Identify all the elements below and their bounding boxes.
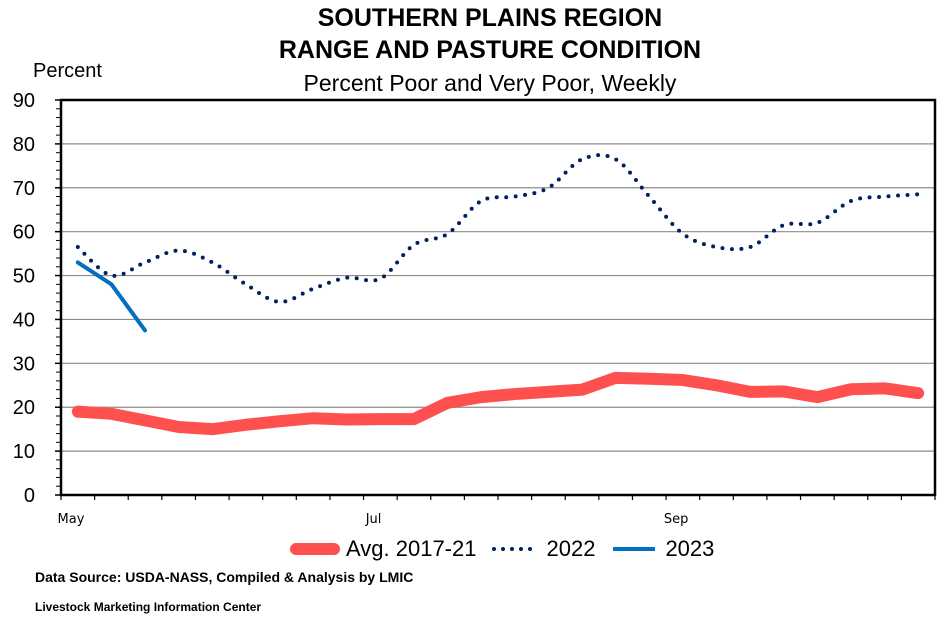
chart-title: SOUTHERN PLAINS REGION <box>317 4 663 32</box>
y-tick-label: 30 <box>13 353 35 375</box>
y-tick-label: 40 <box>13 309 35 331</box>
legend-label: 2022 <box>546 536 596 561</box>
legend: Avg. 2017-21 2022 2023 <box>290 536 728 562</box>
legend-label: 2023 <box>665 536 715 561</box>
y-tick-label: 80 <box>13 134 35 156</box>
y-axis-label: Percent <box>33 60 102 82</box>
y-tick-label: 50 <box>13 266 35 288</box>
x-tick-label: Jul <box>365 512 382 527</box>
org-name: Livestock Marketing Information Center <box>35 600 262 614</box>
y-tick-label: 10 <box>13 441 35 463</box>
series-line-2022 <box>75 153 921 304</box>
legend-item-avg: Avg. 2017-21 <box>290 536 476 562</box>
y-tick-label: 70 <box>13 178 35 200</box>
chart-subtitle: Percent Poor and Very Poor, Weekly <box>303 70 677 96</box>
x-tick-label: May <box>58 512 85 527</box>
y-tick-label: 20 <box>13 397 35 419</box>
plot-border <box>59 98 937 497</box>
y-tick-label: 60 <box>13 222 35 244</box>
legend-label: Avg. 2017-21 <box>346 536 477 561</box>
series-line-2023 <box>75 260 148 333</box>
legend-item-2022: 2022 <box>490 536 595 562</box>
legend-item-2023: 2023 <box>609 536 714 562</box>
y-tick-label: 90 <box>13 90 35 112</box>
chart-title-line2: RANGE AND PASTURE CONDITION <box>278 36 702 64</box>
data-source: Data Source: USDA-NASS, Compiled & Analy… <box>35 569 414 585</box>
x-tick-label: Sep <box>664 512 689 527</box>
y-tick-label: 0 <box>24 485 35 507</box>
series-line-avg-2017-21 <box>71 371 925 436</box>
